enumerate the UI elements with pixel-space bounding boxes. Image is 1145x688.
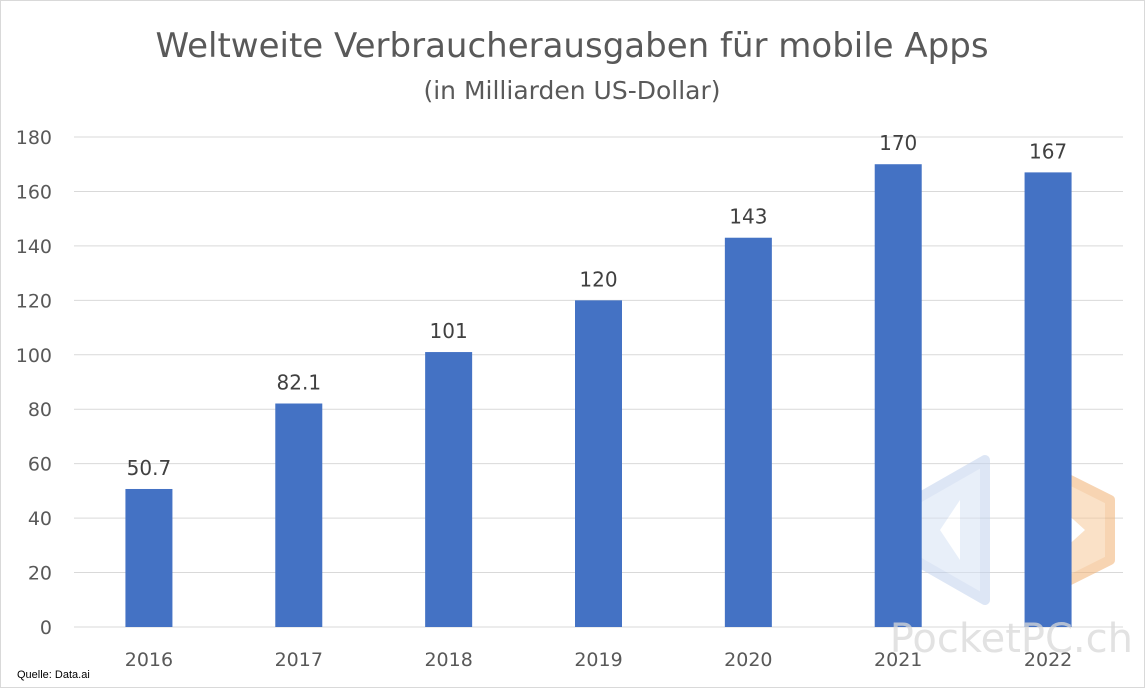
data-label-2020: 143: [729, 205, 767, 229]
watermark-text: PocketPC.ch: [890, 616, 1133, 662]
x-tick-label-2018: 2018: [424, 649, 472, 671]
bar-2022: [1024, 172, 1072, 627]
pocketpc-logo-icon: [910, 455, 1115, 605]
y-tick-label: 0: [40, 617, 52, 639]
bar-2016: [125, 488, 173, 627]
bar-2018: [425, 352, 473, 627]
y-tick-label: 60: [28, 454, 52, 476]
y-tick-label: 40: [28, 508, 52, 530]
source-note: Quelle: Data.ai: [17, 669, 90, 681]
y-tick-label: 180: [16, 127, 52, 149]
x-tick-label-2016: 2016: [125, 649, 173, 671]
data-label-2016: 50.7: [127, 456, 172, 480]
bar-2021: [874, 164, 922, 627]
y-tick-label: 100: [16, 345, 52, 367]
y-tick-label: 20: [28, 563, 52, 585]
x-tick-label-2017: 2017: [275, 649, 323, 671]
data-label-2019: 120: [579, 267, 617, 291]
bar-2020: [724, 237, 772, 627]
gridlines: [74, 136, 1123, 628]
x-axis-tick-labels: 2016 2017 2018 2019 2020 2021 2022: [125, 649, 1073, 671]
data-label-2022: 167: [1029, 139, 1067, 163]
y-tick-label: 140: [16, 236, 52, 258]
data-label-2017: 82.1: [277, 371, 322, 395]
x-tick-label-2022: 2022: [1024, 649, 1072, 671]
bars: [125, 164, 1072, 627]
data-label-2021: 170: [879, 131, 917, 155]
x-tick-label-2021: 2021: [874, 649, 922, 671]
y-tick-label: 160: [16, 181, 52, 203]
x-tick-label-2019: 2019: [574, 649, 622, 671]
x-tick-label-2020: 2020: [724, 649, 772, 671]
chart-title: Weltweite Verbraucherausgaben für mobile…: [155, 26, 988, 66]
y-axis-tick-labels: 0 20 40 60 80 100 120 140 160 180: [16, 127, 52, 639]
bar-2019: [575, 300, 622, 627]
y-tick-label: 80: [28, 399, 52, 421]
bar-2017: [275, 403, 323, 627]
data-labels: 50.7 82.1 101 120 143 170 167: [127, 131, 1068, 480]
data-label-2018: 101: [430, 319, 468, 343]
chart-subtitle: (in Milliarden US-Dollar): [423, 76, 720, 105]
y-tick-label: 120: [16, 290, 52, 312]
